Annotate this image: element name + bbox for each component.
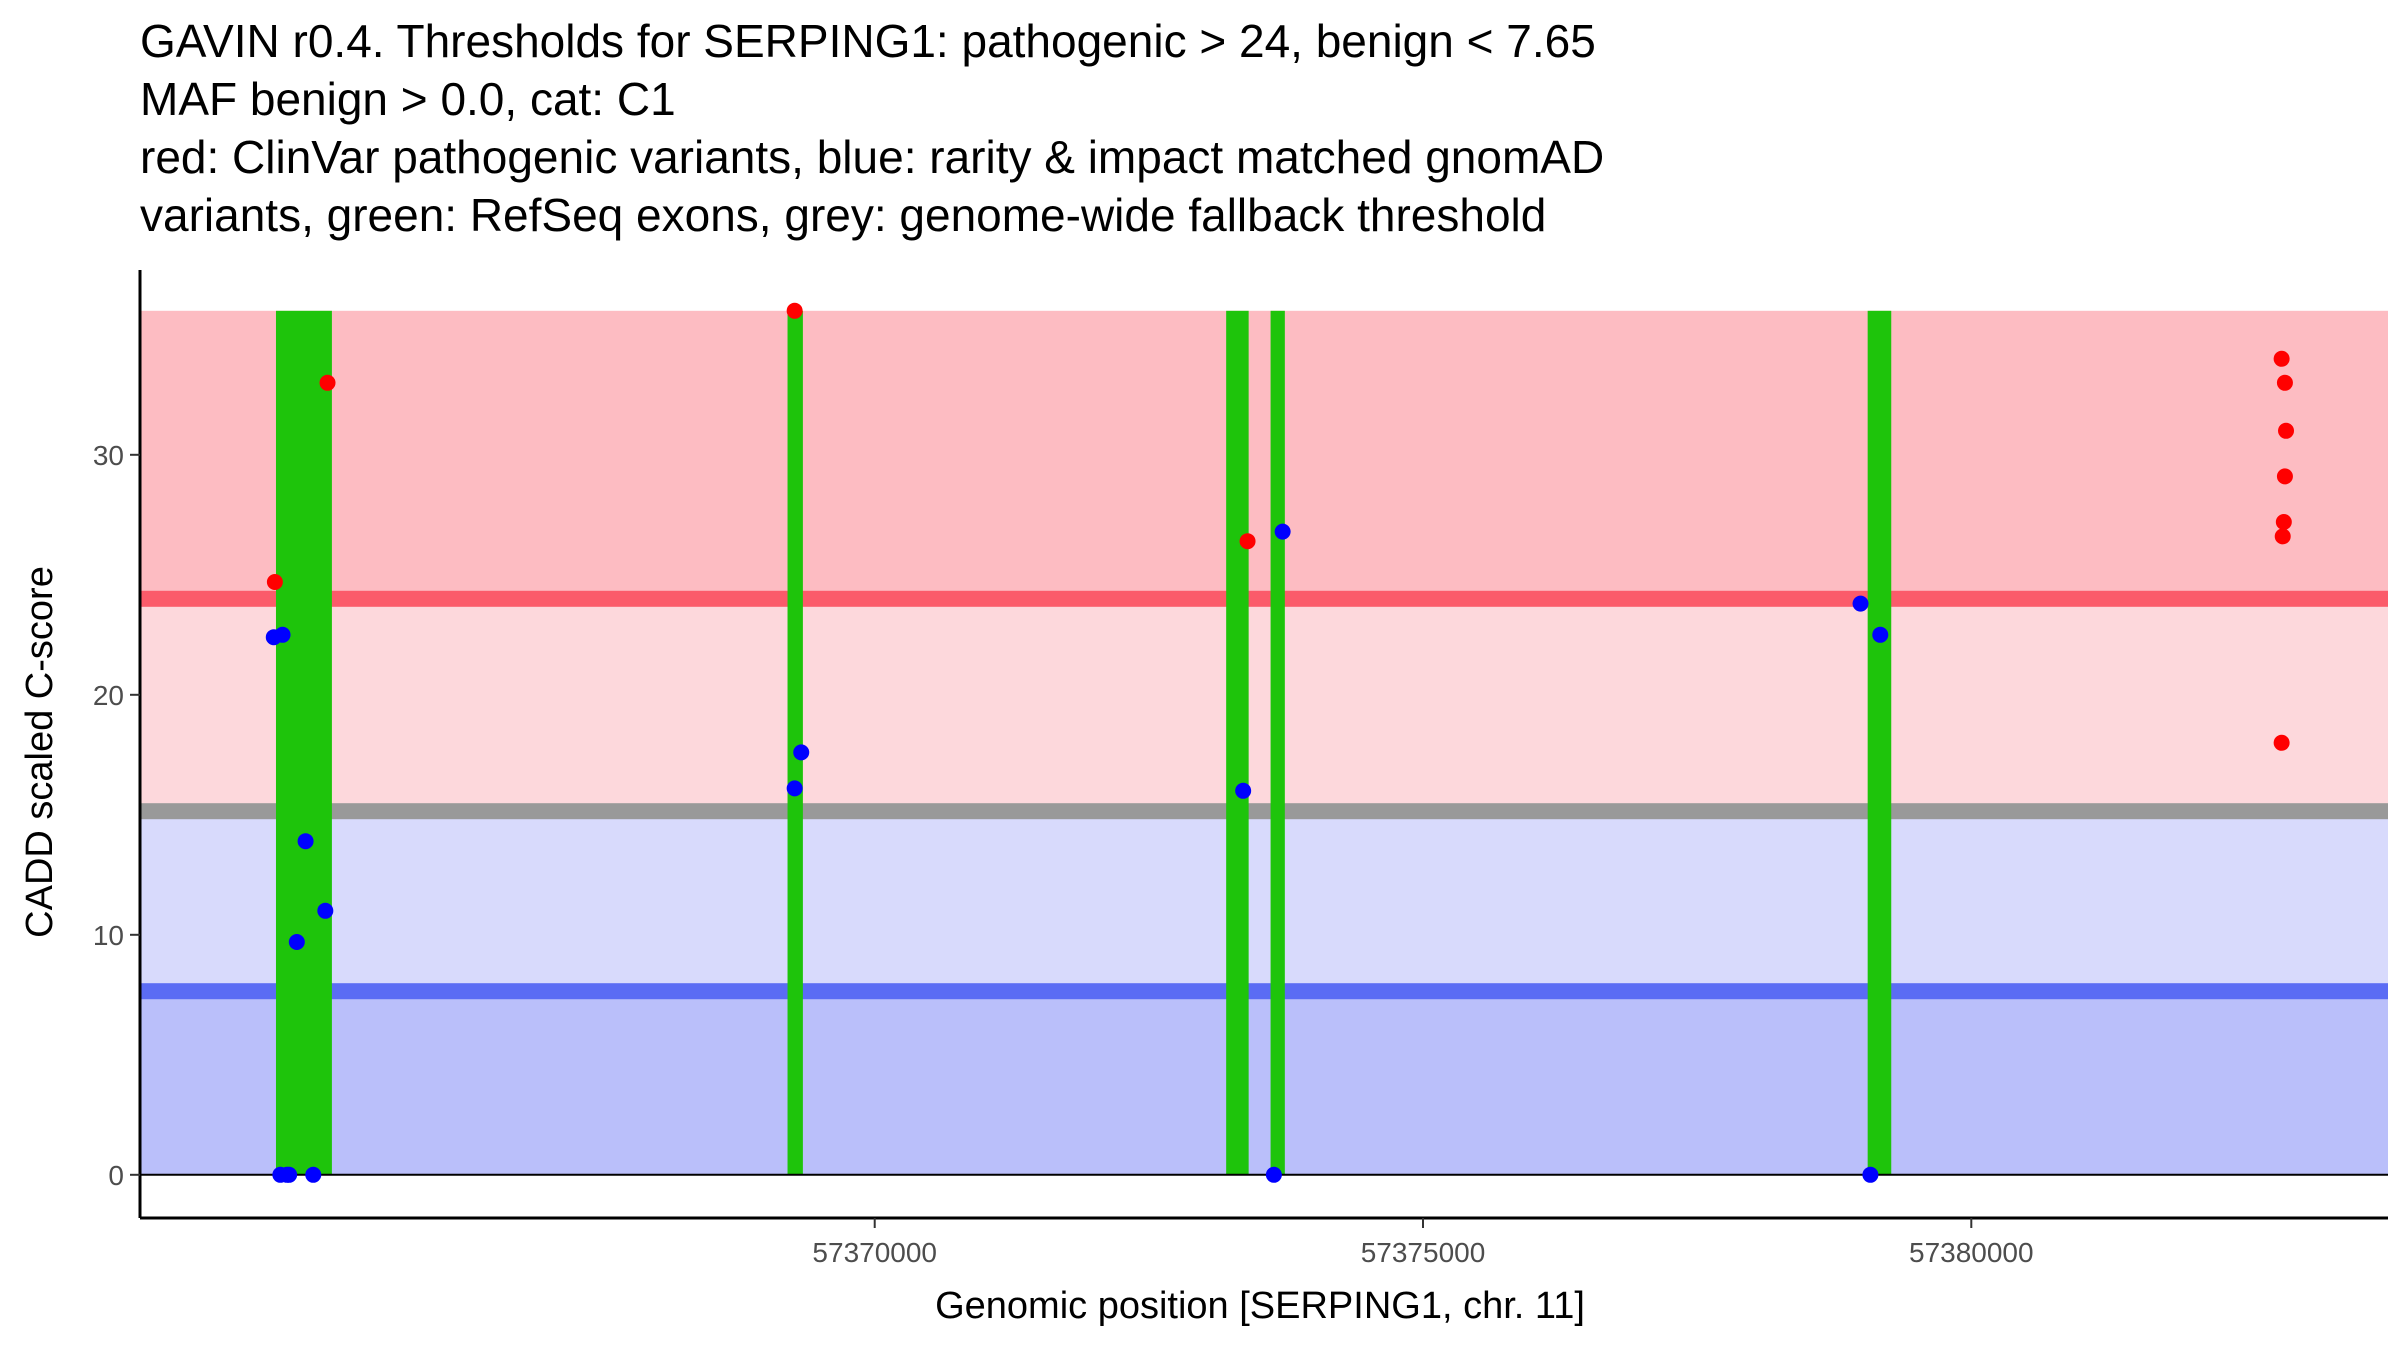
exon-bar-2 bbox=[787, 310, 803, 1175]
gnomad-point-2 bbox=[274, 626, 291, 643]
x-axis-title: Genomic position [SERPING1, chr. 11] bbox=[935, 1285, 1585, 1327]
clinvar-point-11 bbox=[2273, 734, 2290, 751]
clinvar-point-2 bbox=[319, 374, 336, 391]
x-tick-label-57380000: 57380000 bbox=[1909, 1237, 2034, 1268]
title-line-4: variants, green: RefSeq exons, grey: gen… bbox=[140, 189, 1547, 241]
exon-bar-3 bbox=[1226, 310, 1249, 1175]
gnomad-point-5 bbox=[281, 1166, 298, 1183]
variant-points bbox=[140, 302, 2388, 1183]
clinvar-point-3 bbox=[786, 302, 803, 319]
clinvar-point-10 bbox=[2274, 528, 2291, 545]
gnomad-point-8 bbox=[305, 1166, 322, 1183]
fallback-threshold-line bbox=[140, 803, 2388, 820]
gnomad-point-10 bbox=[786, 780, 803, 797]
x-tick-label-57370000: 57370000 bbox=[812, 1237, 937, 1268]
benign-threshold-line bbox=[140, 983, 2388, 1000]
low-zone bbox=[140, 811, 2388, 992]
pathogenic-threshold-line bbox=[140, 590, 2388, 607]
clinvar-point-8 bbox=[2276, 468, 2293, 485]
gnomad-point-17 bbox=[1872, 626, 1889, 643]
clinvar-point-7 bbox=[2278, 422, 2295, 439]
clinvar-point-6 bbox=[2276, 374, 2293, 391]
gnomad-point-13 bbox=[1265, 1166, 1282, 1183]
clinvar-point-4 bbox=[1239, 533, 1256, 550]
exon-bar-1 bbox=[275, 310, 332, 1175]
title-line-1: GAVIN r0.4. Thresholds for SERPING1: pat… bbox=[140, 15, 1596, 67]
axes: 0 10 20 30 57370000 57375000 57380000 bbox=[93, 270, 2388, 1268]
gnomad-point-6 bbox=[288, 934, 305, 950]
y-axis-title: CADD scaled C-score bbox=[19, 566, 61, 938]
y-tick-label-10: 10 bbox=[93, 920, 124, 951]
x-tick-label-57375000: 57375000 bbox=[1361, 1237, 1486, 1268]
clinvar-point-9 bbox=[2275, 514, 2292, 530]
gnomad-point-16 bbox=[1862, 1166, 1879, 1183]
pathogenic-zone bbox=[140, 310, 2388, 599]
exon-bars bbox=[275, 310, 1892, 1175]
gnomad-point-7 bbox=[297, 833, 314, 850]
gnomad-point-12 bbox=[1235, 782, 1252, 799]
y-tick-label-30: 30 bbox=[93, 440, 124, 471]
threshold-bands bbox=[140, 310, 2388, 1175]
chart-title: GAVIN r0.4. Thresholds for SERPING1: pat… bbox=[140, 12, 1604, 244]
y-tick-label-20: 20 bbox=[93, 680, 124, 711]
benign-zone bbox=[140, 991, 2388, 1175]
title-line-3: red: ClinVar pathogenic variants, blue: … bbox=[140, 131, 1605, 183]
gnomad-point-15 bbox=[1852, 595, 1869, 612]
exon-bar-5 bbox=[1867, 310, 1892, 1175]
y-tick-label-0: 0 bbox=[108, 1160, 124, 1191]
gnomad-point-9 bbox=[317, 902, 334, 919]
threshold-lines bbox=[140, 590, 2388, 1000]
title-line-2: MAF benign > 0.0, cat: C1 bbox=[140, 73, 676, 125]
intermediate-zone bbox=[140, 598, 2388, 812]
clinvar-point-5 bbox=[2273, 350, 2290, 367]
exon-bar-4 bbox=[1270, 310, 1285, 1175]
clinvar-point-1 bbox=[266, 574, 283, 590]
gnomad-point-11 bbox=[793, 744, 810, 761]
gnomad-point-14 bbox=[1274, 523, 1291, 540]
